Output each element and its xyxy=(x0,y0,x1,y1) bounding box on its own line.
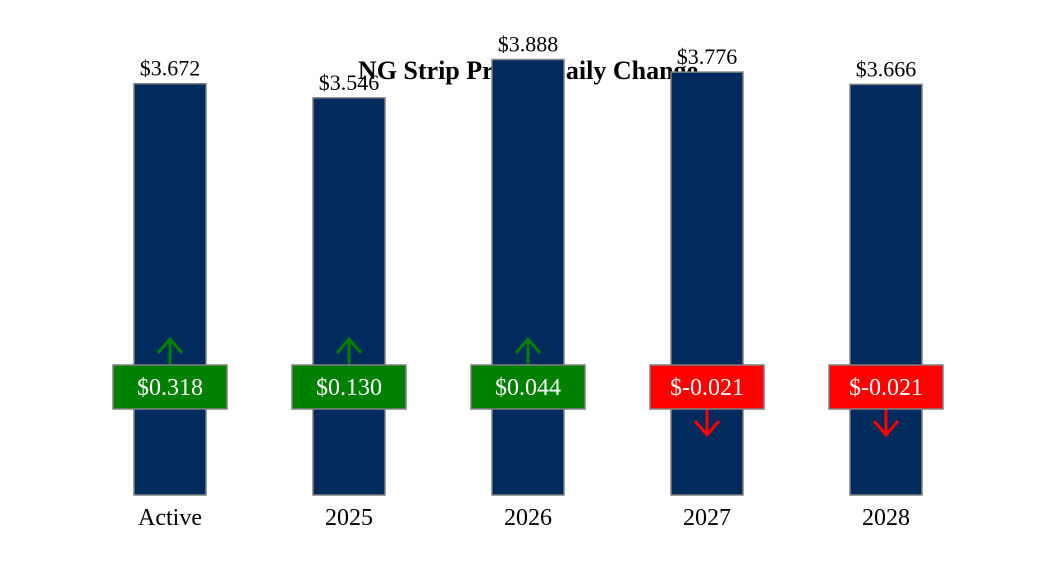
up-arrow-icon xyxy=(156,336,184,365)
down-arrow-icon xyxy=(693,409,721,438)
change-badge xyxy=(649,364,765,410)
change-badge xyxy=(828,364,944,410)
change-label: $0.130 xyxy=(316,375,382,401)
down-arrow-icon xyxy=(872,409,900,438)
bar-value-label: $3.546 xyxy=(319,70,380,95)
change-badge xyxy=(112,364,228,410)
bar-value-label: $3.666 xyxy=(856,56,917,81)
bar-value-label: $3.888 xyxy=(498,32,559,57)
x-tick-label: 2025 xyxy=(325,505,373,531)
bar xyxy=(312,97,386,496)
bar-value-label: $3.672 xyxy=(140,56,201,81)
bar-value-label: $3.776 xyxy=(677,44,738,69)
change-label: $-0.021 xyxy=(670,375,744,401)
x-tick-label: 2028 xyxy=(862,505,910,531)
bar xyxy=(491,58,565,496)
up-arrow-icon xyxy=(514,336,542,365)
x-tick-label: 2026 xyxy=(504,505,552,531)
change-label: $-0.021 xyxy=(849,375,923,401)
bar xyxy=(133,82,207,496)
change-label: $0.044 xyxy=(495,375,561,401)
up-arrow-icon xyxy=(335,336,363,365)
change-badge xyxy=(291,364,407,410)
change-badge xyxy=(470,364,586,410)
change-label: $0.318 xyxy=(137,375,203,401)
x-tick-label: 2027 xyxy=(683,505,731,531)
x-tick-label: Active xyxy=(138,505,202,531)
chart-marks: $3.672 Active $0.318 $3.546 2025 $0.130 $3.888… xyxy=(112,32,944,531)
